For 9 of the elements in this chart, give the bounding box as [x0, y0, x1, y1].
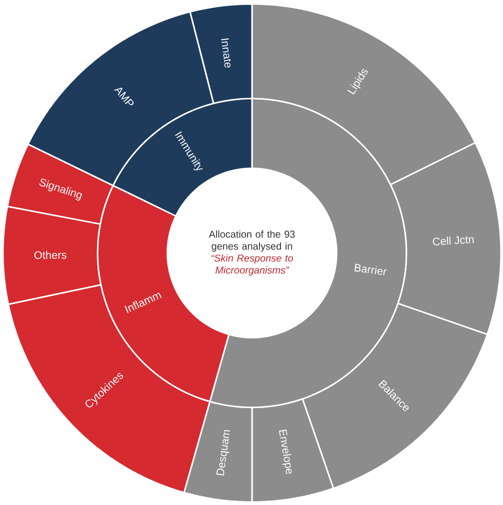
text: “Skin Response to Microorganisms” — [211, 254, 293, 276]
slice-label: Barrier — [354, 264, 387, 276]
slice-label: Desquam — [216, 430, 230, 476]
slice-label: Cell Jctn — [432, 236, 474, 246]
slice-label: Others — [34, 250, 66, 260]
slice-label: Envelope — [279, 429, 292, 474]
text: Allocation of the 93 genes analysed in — [208, 230, 295, 252]
slice-label: Innate — [221, 38, 232, 68]
slice-label: AMP — [114, 88, 134, 106]
